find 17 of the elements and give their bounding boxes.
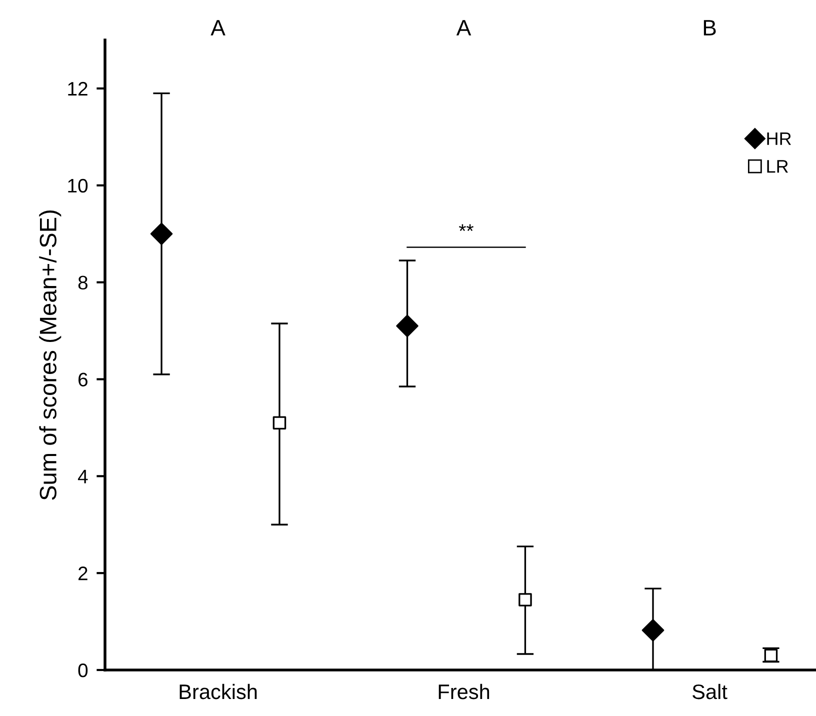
text: A	[210, 20, 226, 36]
text: A	[456, 20, 472, 36]
y-tick-label: 10	[68, 178, 88, 193]
y-tick-label: 4	[78, 470, 88, 484]
x-tick-label: Brackish	[180, 684, 257, 700]
x-tick-label: Salt	[692, 684, 728, 700]
y-tick-label: 2	[78, 566, 88, 580]
y-tick-label: 8	[78, 276, 88, 290]
legend-label: LR	[767, 160, 788, 173]
y-tick-label: 12	[68, 82, 88, 96]
y-tick-label: 0	[78, 663, 88, 678]
legend-label: HR	[767, 132, 791, 145]
x-tick-label: Fresh	[438, 684, 490, 700]
text: B	[704, 20, 716, 36]
y-axis-title: Sum of scores (Mean+/-SE)	[39, 210, 62, 500]
y-tick-label: 6	[78, 372, 88, 386]
annotation: **	[458, 224, 474, 232]
